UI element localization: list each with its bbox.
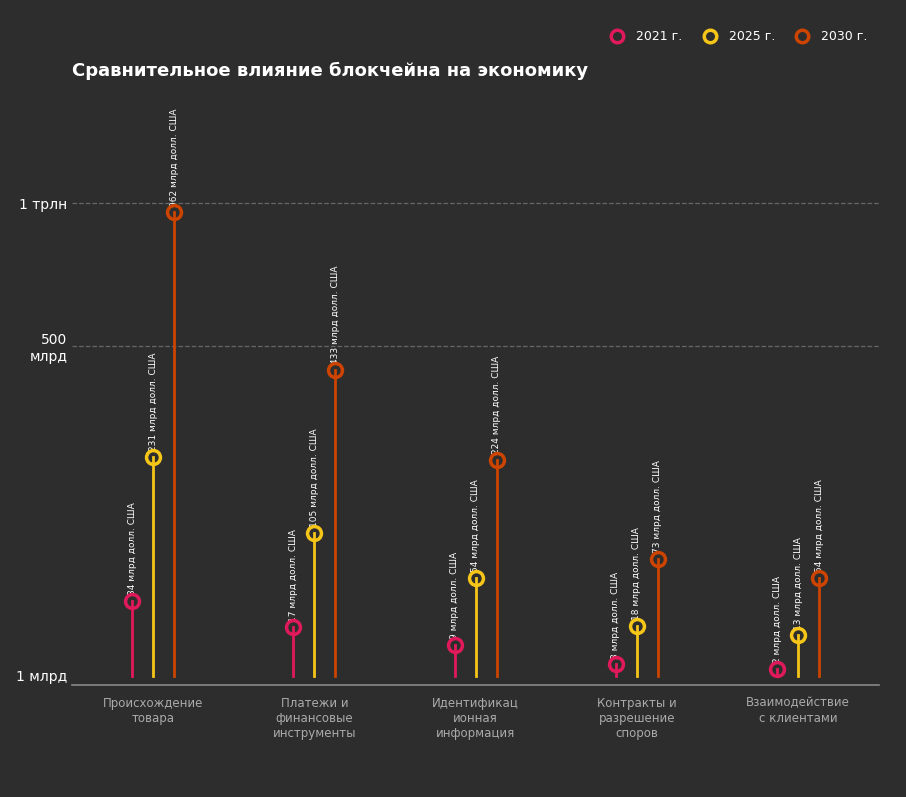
Text: 17 млрд долл. США: 17 млрд долл. США (289, 528, 298, 622)
Text: 54 млрд долл. США: 54 млрд долл. США (471, 479, 480, 571)
Text: 73 млрд долл. США: 73 млрд долл. США (653, 461, 662, 553)
Text: 105 млрд долл. США: 105 млрд долл. США (310, 429, 319, 527)
Text: 54 млрд долл. США: 54 млрд долл. США (814, 479, 824, 571)
Legend: 2021 г., 2025 г., 2030 г.: 2021 г., 2025 г., 2030 г. (600, 26, 872, 49)
Text: 34 млрд долл. США: 34 млрд долл. США (128, 502, 137, 595)
Text: 9 млрд долл. США: 9 млрд долл. США (450, 552, 459, 639)
Text: 433 млрд долл. США: 433 млрд долл. США (331, 265, 340, 364)
Text: 224 млрд долл. США: 224 млрд долл. США (492, 356, 501, 454)
Text: 18 млрд долл. США: 18 млрд долл. США (632, 527, 641, 620)
Text: 962 млрд долл. США: 962 млрд долл. США (169, 108, 178, 206)
Text: 2 млрд долл. США: 2 млрд долл. США (773, 576, 782, 663)
Text: 13 млрд долл. США: 13 млрд долл. США (794, 536, 803, 630)
Text: 3 млрд долл. США: 3 млрд долл. США (612, 571, 621, 658)
Text: Сравнительное влияние блокчейна на экономику: Сравнительное влияние блокчейна на эконо… (72, 62, 589, 80)
Text: 231 млрд долл. США: 231 млрд долл. США (149, 352, 158, 450)
